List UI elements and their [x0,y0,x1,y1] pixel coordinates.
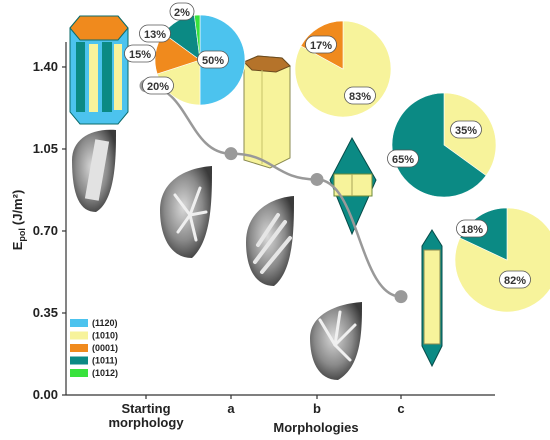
pie-label-badge [124,44,156,63]
pie-label-badge [197,50,229,69]
crystal-model-c [421,229,443,368]
pie-label: 35% [455,125,477,137]
pie-charts: 50% 20% 15% 13% 2% 83% 17% 35% 65% 82% 18% [124,2,550,313]
y-axis-title-unit: (J/m²) [10,190,25,225]
pie-chart: 50% 20% 15% 13% 2% [124,2,246,106]
pie-slice [194,14,201,61]
pie-label: 15% [129,49,151,61]
legend-swatch [70,369,88,377]
pie-slice [391,92,487,198]
y-axis-title: Epol (J/m²) [10,190,27,251]
legend: (1120) (1010) (0001) (1011) (1012) [70,318,118,378]
pie-label: 50% [202,55,224,67]
pie-label-badge [169,2,195,21]
x-axis: Starting morphology a b c [66,394,495,430]
legend-swatch [70,331,88,340]
svg-text:Epol(J/m²): Epol (J/m²) [10,190,27,251]
legend-label: (1011) [92,356,118,366]
x-tick-label-line: Starting [121,401,170,416]
pie-chart: 82% 18% [454,207,550,313]
x-tick-label: c [397,401,404,416]
y-tick-label: 1.05 [33,141,58,156]
pie-label: 82% [504,275,526,287]
y-axis-title-sub: pol [17,228,27,242]
y-tick-label: 0.70 [33,223,58,238]
pie-label-badge [142,76,174,95]
pie-chart: 35% 65% [387,92,497,198]
pie-label: 13% [144,29,166,41]
legend-label: (1012) [92,368,118,378]
data-point [224,147,238,161]
pie-label-badge [499,270,531,289]
x-tick-label-line: morphology [108,415,184,430]
pie-label: 20% [147,81,169,93]
legend-swatch [70,356,88,365]
pie-label-badge [450,120,482,139]
legend-swatch [70,319,88,327]
legend-label: (0001) [92,343,118,353]
pie-label-badge [305,35,337,54]
data-point [394,290,408,304]
y-tick-label: 1.40 [33,59,58,74]
sem-image-a [160,166,212,258]
legend-swatch [70,344,88,352]
pie-label: 65% [392,154,414,166]
x-tick-label: b [313,401,321,416]
pie-label-badge [456,219,488,238]
pie-label: 17% [310,40,332,52]
legend-label: (1010) [92,331,118,341]
x-tick-label: Starting morphology [108,401,184,430]
x-axis-title: Morphologies [273,420,358,435]
y-tick-label: 0.35 [33,305,58,320]
legend-label: (1120) [92,318,118,328]
pie-label: 2% [174,7,190,19]
pie-chart: 83% 17% [294,20,392,118]
pie-label-badge [344,86,376,105]
pie-label-badge [139,24,171,43]
sem-image-b [246,196,294,286]
x-tick-label-line: c [397,401,404,416]
sem-image-c [310,302,362,380]
crystal-model-a [243,55,291,169]
pie-slice [156,59,201,106]
sem-image-starting [72,129,116,212]
crystal-model-starting [69,15,129,125]
pie-label: 83% [349,91,371,103]
x-tick-label-line: b [313,401,321,416]
pie-label-badge [387,149,419,168]
pie-label: 18% [461,224,483,236]
data-point [310,172,324,186]
x-tick-label-line: a [227,401,235,416]
y-axis: 0.00 0.35 0.70 1.05 1.40 [33,42,67,402]
crystal-model-b [329,136,377,236]
y-axis-title-main: E [10,241,25,250]
x-tick-label: a [227,401,235,416]
y-tick-label: 0.00 [33,387,58,402]
